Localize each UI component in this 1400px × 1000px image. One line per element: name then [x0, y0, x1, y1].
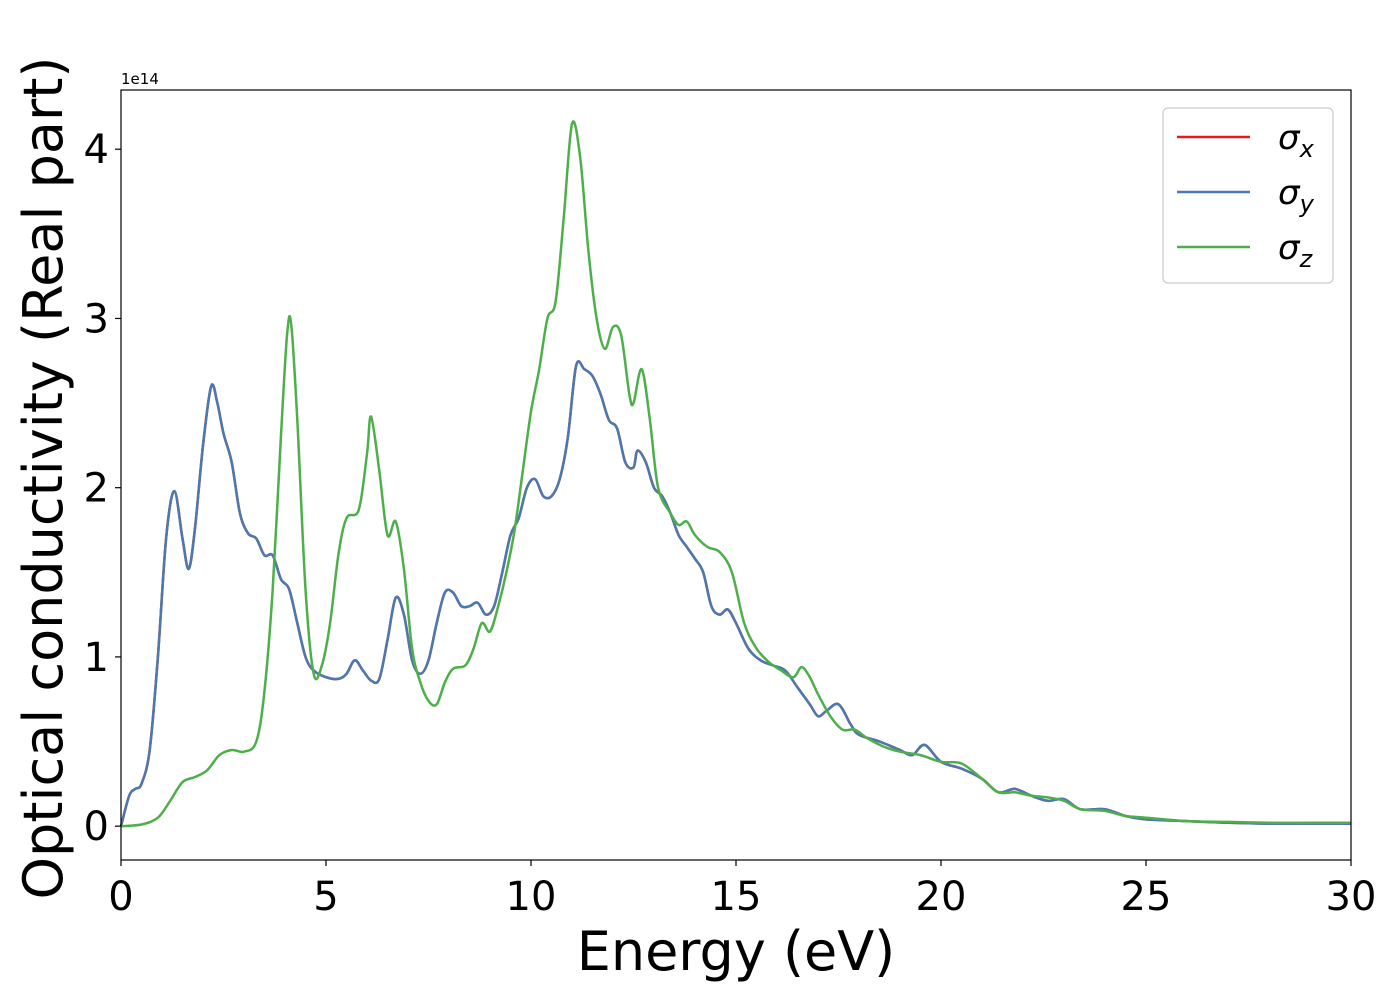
y-tick-label: 3	[84, 296, 109, 342]
plot-background	[121, 90, 1351, 860]
y-tick-label: 1	[84, 635, 109, 681]
y-axis-label: Optical conductivity (Real part)	[12, 57, 75, 900]
x-tick-label: 10	[506, 874, 557, 920]
x-tick-label: 5	[313, 874, 338, 920]
series-line-y	[119, 360, 1351, 827]
y-tick-label: 0	[84, 804, 109, 850]
legend-box	[1162, 107, 1334, 284]
x-tick-label: 15	[711, 874, 762, 920]
x-tick-label: 0	[108, 874, 133, 920]
y-tick-label: 4	[84, 127, 109, 173]
x-axis-label: Energy (eV)	[577, 920, 896, 983]
y-offset-label: 1e14	[121, 70, 159, 88]
x-tick-label: 30	[1326, 874, 1377, 920]
x-tick-label: 20	[916, 874, 967, 920]
series-line-z	[120, 120, 1351, 828]
y-tick-label: 2	[84, 466, 109, 512]
x-tick-label: 25	[1121, 874, 1172, 920]
x-axis-ticks: 0 5 10 15 20 25 30	[108, 860, 1376, 920]
series-layer	[119, 120, 1351, 828]
y-axis-ticks: 0 1 2 3 4	[84, 127, 121, 850]
